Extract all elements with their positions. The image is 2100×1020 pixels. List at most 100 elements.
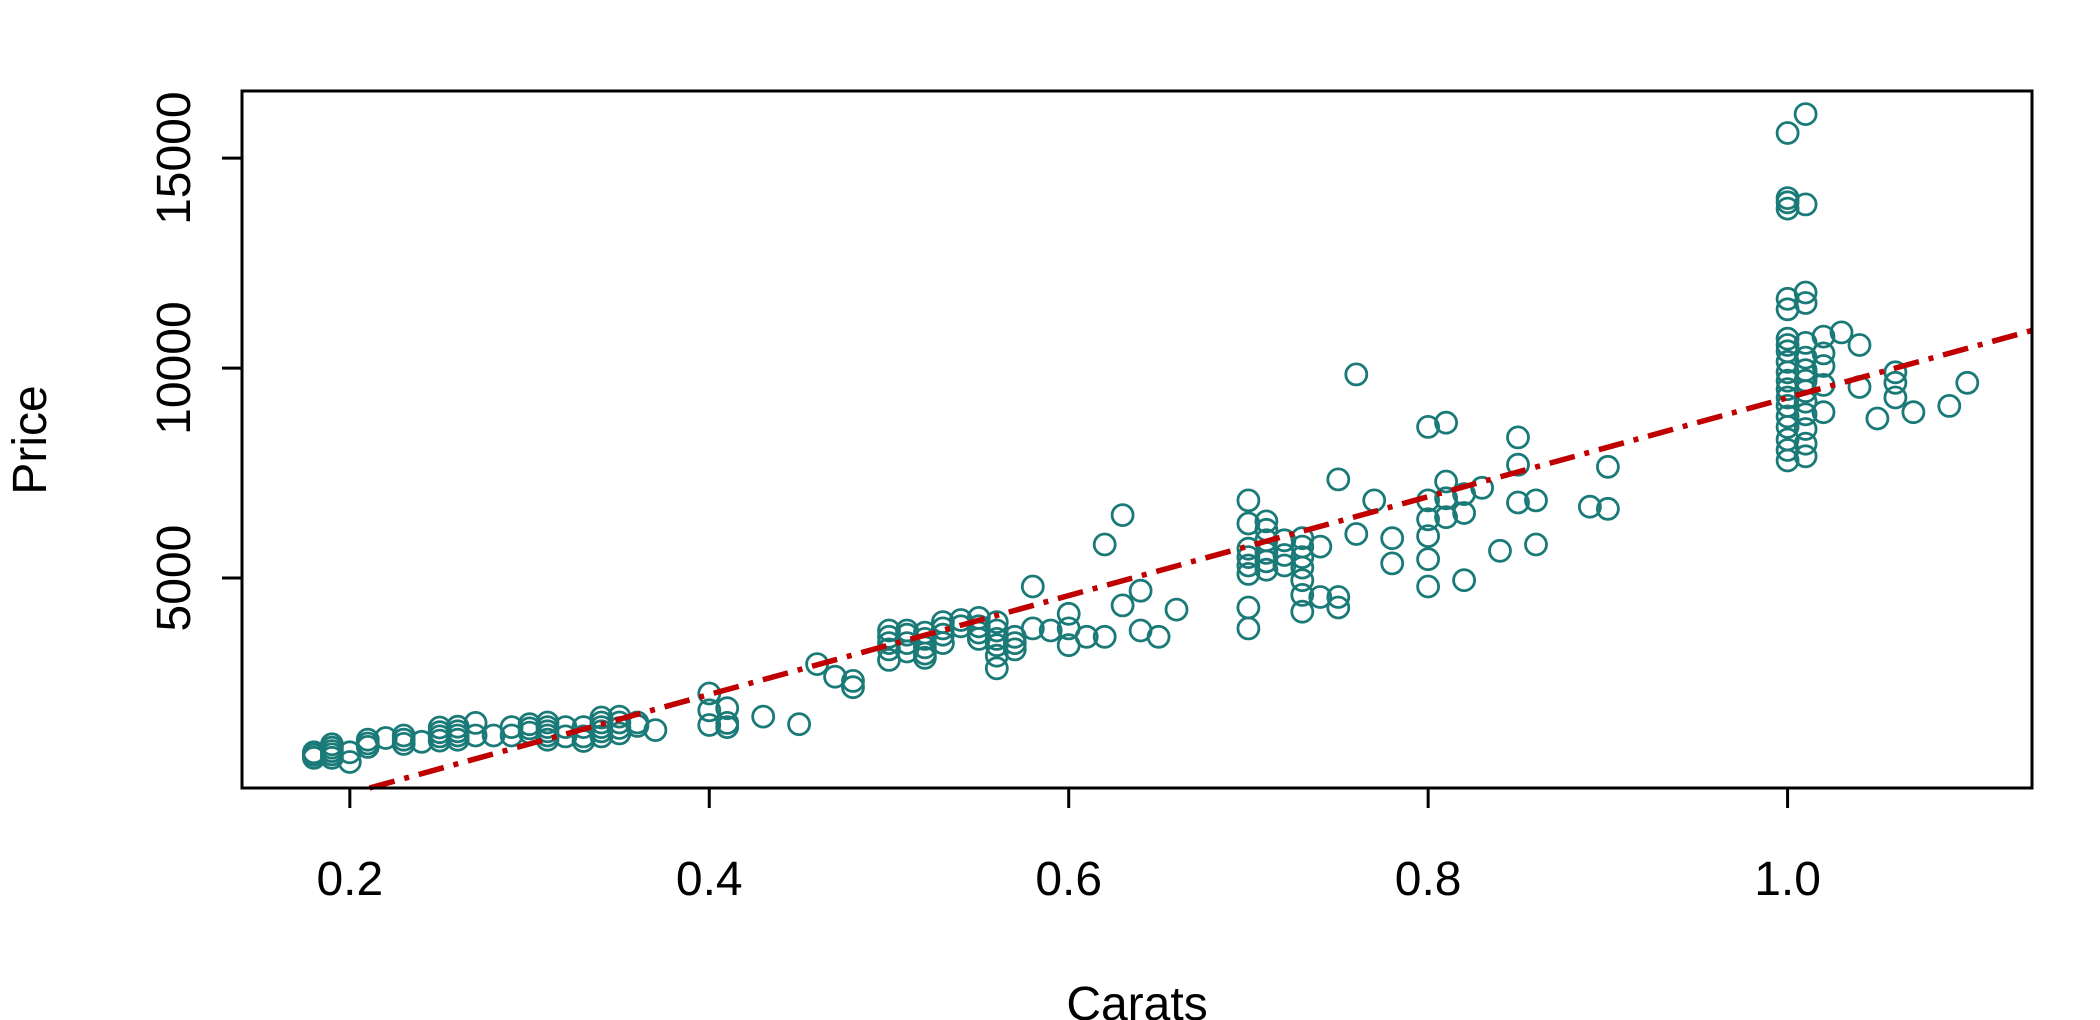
data-point (1793, 444, 1818, 469)
data-point (715, 696, 740, 721)
data-point (1506, 490, 1530, 515)
data-point (355, 727, 380, 752)
data-point (1793, 431, 1818, 456)
y-tick-label: 5000 (148, 525, 201, 632)
data-point (1883, 370, 1908, 395)
data-point (1344, 362, 1369, 387)
data-point (1793, 102, 1818, 126)
data-point (1434, 505, 1458, 530)
data-point (1236, 545, 1261, 569)
data-point (715, 711, 740, 735)
data-point (697, 713, 722, 737)
data-point (751, 704, 776, 729)
data-point (1829, 320, 1854, 345)
data-point (1236, 595, 1261, 620)
data-point (1775, 404, 1800, 429)
data-point (931, 610, 955, 634)
trend-line-layer (368, 327, 2033, 791)
data-point (1937, 393, 1962, 418)
data-point (1811, 400, 1836, 425)
data-point (535, 710, 560, 735)
data-point (1290, 545, 1315, 569)
data-point (1002, 637, 1027, 662)
data-point (841, 669, 865, 693)
data-points (301, 102, 1980, 774)
data-point (984, 610, 1009, 634)
data-point (1236, 562, 1261, 586)
data-point (1236, 488, 1261, 513)
data-point (1020, 574, 1045, 599)
data-point (1416, 547, 1440, 572)
data-point (1434, 469, 1458, 494)
data-point (1056, 601, 1081, 626)
data-point (1326, 467, 1351, 492)
data-point (1254, 509, 1279, 534)
data-point (1775, 121, 1800, 145)
data-point (1110, 503, 1135, 527)
data-point (1811, 354, 1836, 378)
data-point (1793, 402, 1818, 427)
data-point (1901, 400, 1926, 425)
data-point (1092, 532, 1117, 557)
data-point (1146, 624, 1171, 649)
data-point (984, 627, 1009, 651)
data-point (966, 614, 991, 639)
data-point (1955, 370, 1980, 395)
data-point (1488, 538, 1512, 563)
data-point (1308, 585, 1333, 609)
data-point (1434, 410, 1458, 435)
data-point (1775, 333, 1800, 357)
data-point (1847, 333, 1872, 357)
data-point (966, 606, 991, 630)
x-tick-label: 0.2 (316, 853, 383, 906)
y-tick-label: 10000 (148, 301, 201, 434)
data-point (1290, 599, 1315, 624)
x-tick-label: 1.0 (1754, 853, 1821, 906)
x-tick-label: 0.8 (1395, 853, 1462, 906)
data-point (1290, 583, 1315, 607)
data-point (1074, 624, 1099, 649)
plot-frame (240, 89, 2034, 790)
data-point (1002, 631, 1027, 655)
data-point (643, 718, 668, 742)
data-point (1793, 417, 1818, 441)
data-point (1811, 341, 1836, 366)
data-point (1020, 616, 1045, 641)
data-point (787, 712, 811, 737)
data-point (1811, 324, 1836, 349)
data-point (1775, 427, 1800, 452)
data-point (589, 705, 614, 730)
data-point (877, 618, 901, 643)
x-axis-label: Carats (1066, 978, 1207, 1020)
data-point (553, 715, 578, 739)
data-point (1326, 595, 1351, 620)
data-point (1452, 568, 1476, 593)
y-axis-label: Price (4, 385, 57, 494)
data-point (1865, 406, 1890, 431)
data-point (1434, 486, 1458, 511)
data-point (1596, 496, 1620, 521)
data-point (1470, 475, 1494, 500)
x-tick-label: 0.6 (1035, 853, 1102, 906)
data-point (1128, 578, 1153, 603)
data-point (1775, 326, 1800, 351)
data-point (1110, 593, 1135, 618)
data-point (1524, 488, 1548, 513)
data-point (463, 711, 488, 735)
data-point (1506, 452, 1530, 477)
data-point (1506, 425, 1530, 450)
data-point (1254, 557, 1279, 582)
data-point (841, 675, 865, 700)
data-point (1416, 414, 1440, 439)
data-point (1326, 585, 1351, 609)
data-point (1793, 358, 1818, 383)
data-point (1344, 522, 1369, 546)
data-point (1308, 534, 1333, 559)
data-point (1578, 494, 1602, 519)
x-axis: 0.2 0.4 0.6 0.8 1.0 (316, 786, 1821, 906)
data-point (1164, 597, 1189, 622)
data-point (1092, 624, 1117, 649)
data-point (1793, 280, 1818, 305)
data-point (1290, 534, 1315, 559)
